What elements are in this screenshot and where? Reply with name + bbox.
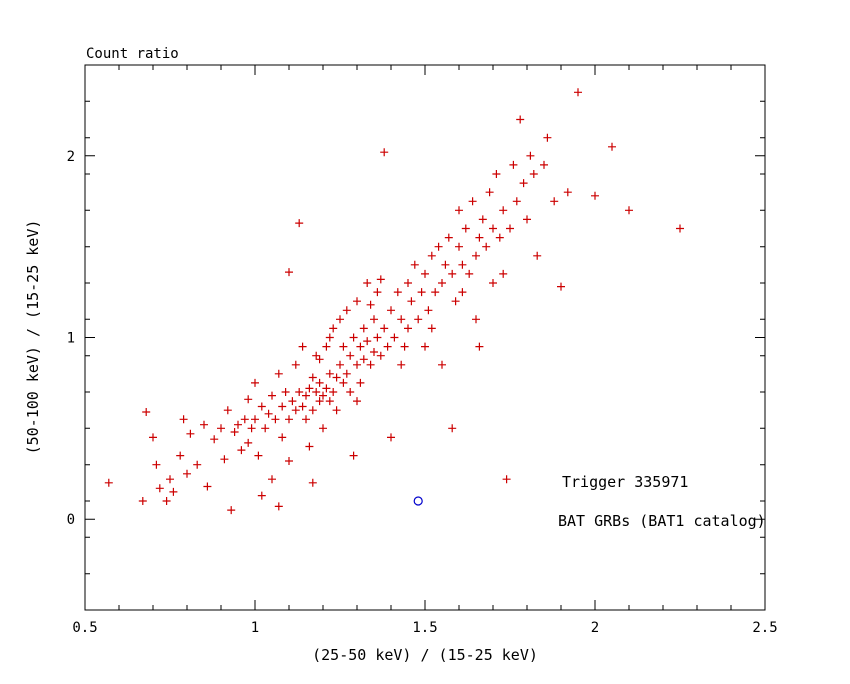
plot-area: 0.5 1 1.5 2 2.5 0 1 2: [67, 64, 778, 636]
trigger-annotation: Trigger 335971: [562, 473, 688, 491]
blue-circle-marker: [413, 496, 423, 506]
axis-ticks: [84, 64, 766, 611]
y-tick-label: 1: [67, 331, 75, 347]
chart-title: Count ratio: [86, 46, 179, 62]
x-tick-label: 0.5: [72, 620, 97, 636]
red-plus-markers: [104, 88, 684, 515]
y-tick-label: 2: [67, 149, 75, 165]
x-tick-label: 2.5: [752, 620, 777, 636]
x-tick-label: 1.5: [412, 620, 437, 636]
catalog-annotation: BAT GRBs (BAT1 catalog): [558, 512, 766, 530]
x-tick-label: 2: [591, 620, 599, 636]
y-axis-label: (50-100 keV) / (15-25 keV): [24, 220, 42, 455]
x-axis-label: (25-50 keV) / (15-25 keV): [312, 646, 538, 664]
x-tick-label: 1: [251, 620, 259, 636]
y-tick-label: 0: [67, 512, 75, 528]
